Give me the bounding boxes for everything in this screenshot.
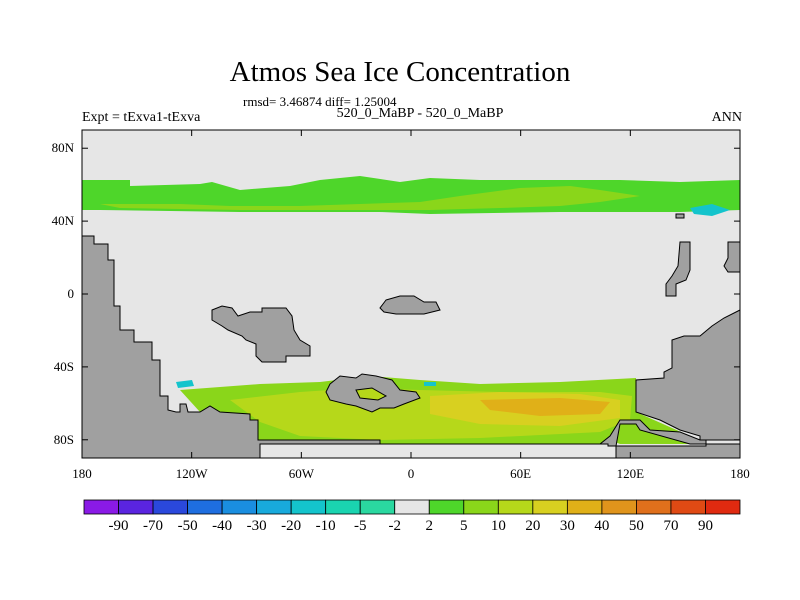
season-label: ANN (711, 110, 742, 125)
south-negative-patch-west (176, 380, 194, 388)
x-tick-label: 60W (288, 466, 314, 481)
land-island-east-1 (665, 241, 691, 297)
colorbar-label: -2 (388, 518, 401, 534)
y-axis-ticks (82, 147, 740, 441)
colorbar-swatch (601, 499, 637, 515)
y-tick-label: 80N (51, 140, 74, 156)
colorbar-label: -10 (315, 518, 336, 534)
land-island-north (675, 213, 685, 219)
colorbar-swatch (152, 499, 188, 515)
land-west-continent (81, 235, 707, 459)
land-east-continent (635, 309, 741, 441)
colorbar-swatch (221, 499, 258, 515)
colorbar-swatch (394, 499, 430, 515)
colorbar-swatch (670, 499, 706, 515)
colorbar-label: 10 (490, 518, 506, 534)
colorbar-swatch (325, 499, 361, 515)
north-band-mid (100, 186, 640, 210)
colorbar-swatch (290, 499, 327, 515)
x-tick-label: 180 (72, 466, 92, 481)
colorbar-swatch (83, 499, 119, 515)
colorbar-label: -30 (246, 518, 267, 534)
x-tick-label: 0 (407, 466, 415, 481)
colorbar-label: 70 (663, 518, 679, 534)
y-tick-label: 40S (53, 358, 74, 374)
stats-line: rmsd= 3.46874 diff= 1.25004 (243, 94, 397, 109)
x-tick-label: 120W (175, 466, 208, 481)
colorbar (83, 499, 741, 515)
colorbar-label: 2 (425, 518, 434, 534)
colorbar-swatch (256, 499, 292, 515)
x-tick-label: 120E (616, 466, 645, 481)
colorbar-swatch (428, 499, 465, 515)
south-band-peak (480, 398, 610, 416)
plot-title: Atmos Sea Ice Concentration (229, 56, 571, 88)
colorbar-swatch (187, 499, 223, 515)
period-label: 520_0_MaBP - 520_0_MaBP (336, 106, 504, 121)
colorbar-label: -5 (353, 518, 367, 534)
colorbar-label: -40 (212, 518, 233, 534)
colorbar-label: 90 (697, 518, 713, 534)
colorbar-swatch (359, 499, 396, 515)
south-negative-patch-east (424, 382, 436, 386)
colorbar-swatch (118, 499, 154, 515)
colorbar-swatch (497, 499, 534, 515)
y-tick-label: 0 (67, 286, 75, 301)
colorbar-label: -90 (108, 518, 129, 534)
colorbar-label: 5 (460, 518, 468, 534)
colorbar-swatch (463, 499, 499, 515)
y-tick-label: 40N (51, 213, 74, 229)
colorbar-swatch (566, 499, 603, 515)
north-band-low (82, 176, 740, 214)
y-tick-label: 80S (53, 431, 74, 447)
colorbar-swatch (705, 499, 741, 515)
land-east-lower (615, 443, 741, 459)
colorbar-swatch (636, 499, 672, 515)
colorbar-label: -20 (281, 518, 302, 534)
experiment-label: Expt = tExva1-tExva (82, 110, 201, 125)
x-tick-label: 180 (730, 466, 750, 481)
x-axis-ticks (81, 130, 741, 458)
colorbar-label: 20 (525, 518, 541, 534)
north-negative-patch (690, 204, 730, 216)
colorbar-label: -70 (143, 518, 164, 534)
colorbar-label: 50 (628, 518, 644, 534)
colorbar-label: 30 (559, 518, 575, 534)
land-island-center (379, 295, 441, 315)
land-central-continent (211, 305, 311, 363)
south-island-inlet (355, 387, 388, 401)
colorbar-label: -50 (177, 518, 198, 534)
colorbar-swatch (532, 499, 568, 515)
colorbar-label: 40 (594, 518, 610, 534)
x-tick-label: 60E (510, 466, 532, 481)
